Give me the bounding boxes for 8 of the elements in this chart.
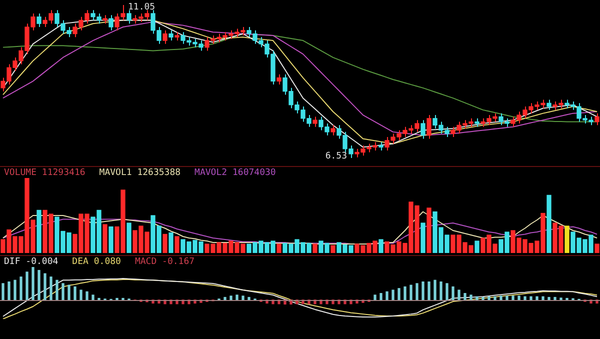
text: MACD -0.167 <box>134 256 195 267</box>
annotation: 6.53 <box>325 151 347 162</box>
annotation: 11.05 <box>128 2 156 12</box>
text: DIF -0.004 <box>4 256 58 267</box>
annotation: VOLUME 11293416 <box>4 168 86 178</box>
text: DEA 0.080 <box>72 256 121 267</box>
annotation: MAVOL1 12635388 <box>99 168 181 178</box>
annotation: MAVOL2 16074030 <box>194 168 276 178</box>
